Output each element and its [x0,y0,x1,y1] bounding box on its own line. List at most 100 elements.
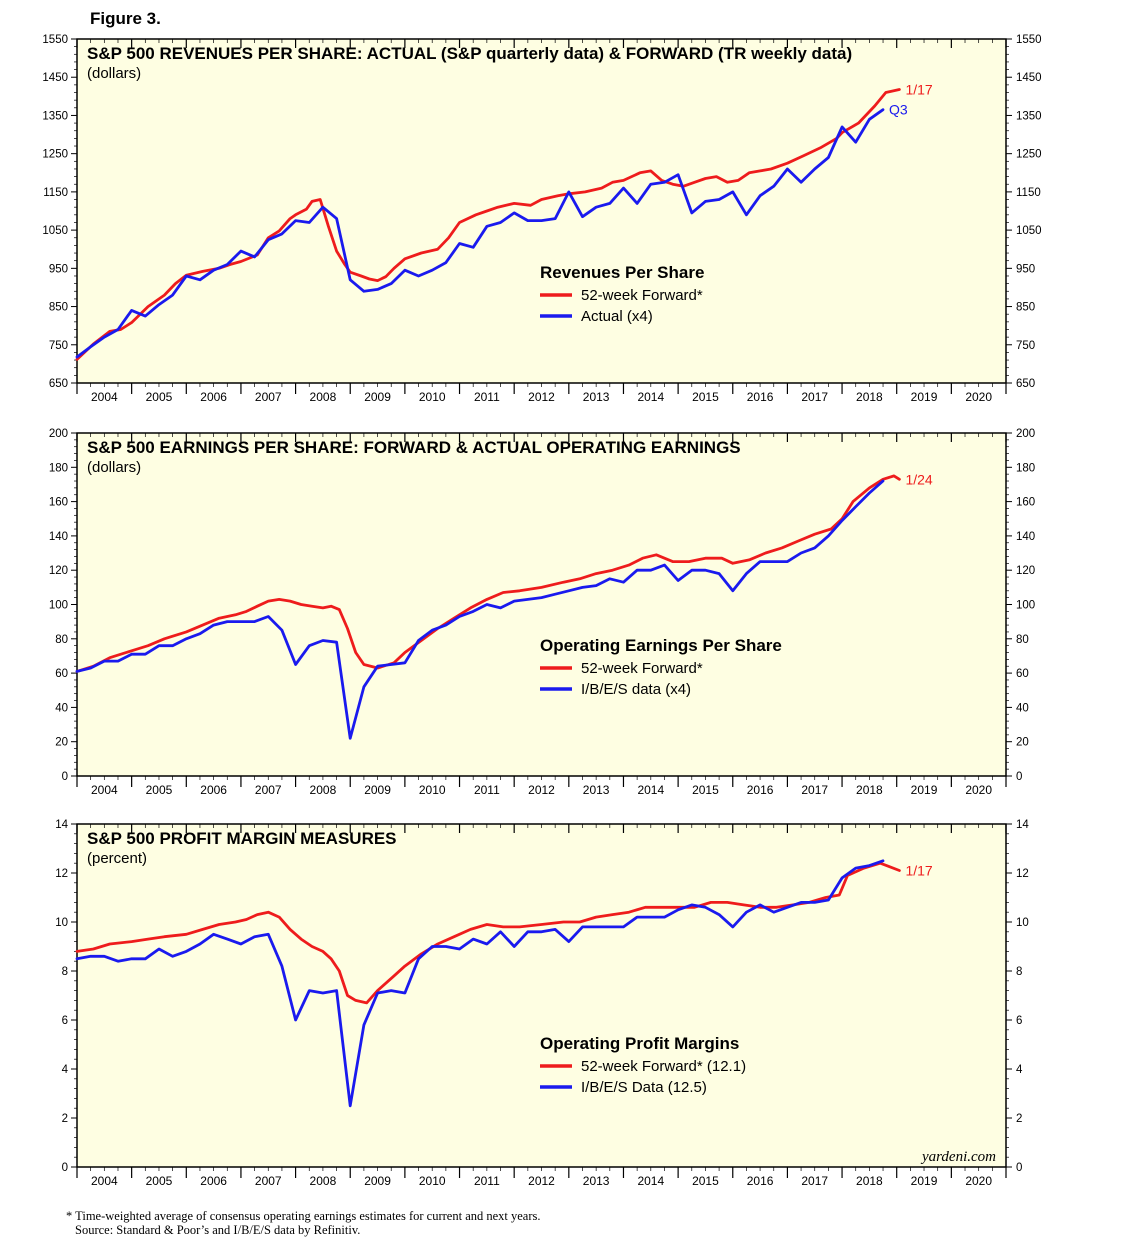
x-tick-label: 2009 [364,1174,391,1188]
y-tick-label-left: 60 [55,668,68,680]
x-tick-label: 2011 [474,783,500,797]
x-tick-label: 2010 [419,390,446,404]
x-tick-label: 2005 [146,1174,173,1188]
x-tick-label: 2015 [692,1174,719,1188]
chart-title: S&P 500 EARNINGS PER SHARE: FORWARD & AC… [87,438,741,457]
x-tick-label: 2014 [637,390,664,404]
legend: Revenues Per Share 52-week Forward* Actual… [540,263,704,325]
x-tick-label: 2004 [91,783,118,797]
y-tick-label-left: 160 [49,497,68,509]
y-tick-label-right: 100 [1016,600,1035,612]
footnote-methodology: * Time-weighted average of consensus ope… [66,1209,541,1223]
chart-subtitle: (percent) [87,850,147,867]
y-tick-label-left: 6 [62,1015,68,1027]
y-tick-label-left: 100 [49,600,68,612]
y-tick-label-right: 10 [1016,917,1029,929]
x-tick-label: 2018 [856,783,883,797]
x-tick-label: 2011 [474,1174,500,1188]
x-tick-label: 2004 [91,1174,118,1188]
series-line-actual [75,108,885,359]
legend-title: Revenues Per Share [540,263,704,282]
y-tick-label-right: 1350 [1016,110,1042,122]
y-tick-label-right: 12 [1016,868,1029,880]
x-tick-label: 2013 [583,390,610,404]
y-tick-label-left: 10 [55,917,68,929]
y-tick-label-left: 14 [55,819,68,831]
series-line-actual [75,479,885,740]
x-tick-label: 2014 [637,1174,664,1188]
y-tick-label-right: 160 [1016,497,1035,509]
x-tick-label: 2017 [801,783,828,797]
y-tick-label-left: 2 [62,1113,68,1125]
x-tick-label: 2016 [747,390,774,404]
x-tick-label: 2007 [255,783,282,797]
y-tick-label-left: 140 [49,531,68,543]
y-tick-label-right: 1550 [1016,34,1042,46]
x-tick-label: 2020 [965,783,992,797]
figure-label: Figure 3. [90,9,161,28]
y-tick-label-left: 950 [49,263,68,275]
y-tick-label-left: 120 [49,565,68,577]
x-tick-label: 2009 [364,783,391,797]
y-tick-label-left: 20 [55,737,68,749]
y-tick-label-right: 1250 [1016,149,1042,161]
x-tick-label: 2005 [146,390,173,404]
y-tick-label-right: 0 [1016,1162,1022,1174]
legend-label-actual: Actual (x4) [581,308,653,325]
x-tick-label: 2005 [146,783,173,797]
chart-panel-1: 650 650 750 750 850 850 950 950 1050 1050 1150 1150… [42,34,1041,404]
x-tick-label: 2009 [364,390,391,404]
x-tick-label: 2011 [474,390,500,404]
y-tick-label-left: 0 [62,771,68,783]
x-tick-label: 2007 [255,1174,282,1188]
chart-title: S&P 500 PROFIT MARGIN MEASURES [87,829,397,848]
legend-label-forward: 52-week Forward* [581,287,703,304]
x-tick-label: 2006 [200,390,227,404]
y-tick-label-right: 4 [1016,1064,1023,1076]
x-tick-label: 2019 [911,783,938,797]
legend-label-forward: 52-week Forward* [581,660,703,677]
y-tick-label-right: 750 [1016,340,1035,352]
y-tick-label-left: 40 [55,702,68,714]
y-tick-label-left: 12 [55,868,68,880]
x-tick-label: 2008 [310,1174,337,1188]
y-tick-label-left: 650 [49,378,68,390]
y-tick-label-left: 4 [62,1064,69,1076]
y-tick-label-right: 20 [1016,737,1029,749]
y-tick-label-left: 0 [62,1162,68,1174]
legend-title: Operating Earnings Per Share [540,636,782,655]
x-tick-label: 2013 [583,1174,610,1188]
footnote-source: Source: Standard & Poor’s and I/B/E/S da… [75,1223,361,1237]
y-tick-label-right: 14 [1016,819,1029,831]
y-tick-label-right: 2 [1016,1113,1022,1125]
y-tick-label-right: 650 [1016,378,1035,390]
series-end-label-actual: Q3 [889,102,908,118]
y-tick-label-right: 120 [1016,565,1035,577]
x-tick-label: 2020 [965,1174,992,1188]
series-line-actual [75,859,885,1108]
y-tick-label-right: 80 [1016,634,1029,646]
x-tick-label: 2004 [91,390,118,404]
y-tick-label-left: 750 [49,340,68,352]
y-tick-label-right: 6 [1016,1015,1022,1027]
y-tick-label-left: 850 [49,302,68,314]
y-tick-label-right: 140 [1016,531,1035,543]
x-tick-label: 2006 [200,1174,227,1188]
y-tick-label-right: 60 [1016,668,1029,680]
x-tick-label: 2008 [310,783,337,797]
y-tick-label-left: 1150 [43,187,68,199]
x-tick-label: 2018 [856,390,883,404]
y-tick-label-left: 1250 [42,149,68,161]
chart-subtitle: (dollars) [87,65,141,82]
x-tick-label: 2014 [637,783,664,797]
series-line-forward [75,88,901,361]
plot-area [76,38,1007,384]
y-tick-label-left: 180 [49,462,68,474]
chart-panel-3: 0 0 2 2 4 4 6 6 8 8 10 10 12 12 14 14 2004 2005 2006 2007 20… [55,819,1029,1188]
y-tick-label-right: 180 [1016,462,1035,474]
y-tick-label-left: 8 [62,966,68,978]
watermark: yardeni.com [920,1149,996,1165]
x-tick-label: 2008 [310,390,337,404]
